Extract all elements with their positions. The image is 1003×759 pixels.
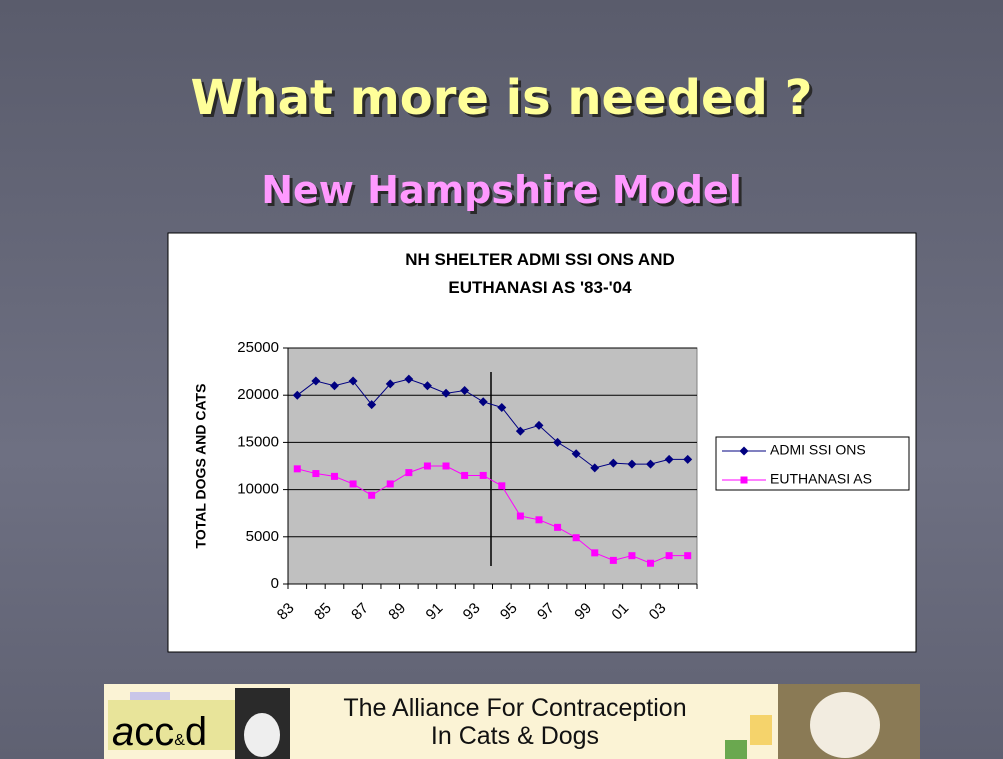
marker (293, 465, 301, 473)
marker (535, 516, 543, 524)
y-tick-label: 10000 (237, 481, 279, 498)
deco (725, 740, 747, 759)
marker (329, 381, 339, 391)
marker (479, 471, 487, 479)
marker (367, 400, 377, 410)
marker (404, 374, 414, 384)
y-tick-label: 5000 (246, 528, 279, 545)
series-line (297, 465, 688, 564)
slide-subtitle: New Hampshire Model (261, 168, 742, 212)
marker (516, 512, 524, 520)
marker (385, 379, 395, 389)
marker (348, 376, 358, 386)
dog-face (810, 692, 880, 758)
legend-label: ADMI SSI ONS (770, 442, 866, 458)
marker (368, 491, 376, 499)
y-axis-label: TOTAL DOGS AND CATS (193, 384, 209, 549)
y-tick-label: 15000 (237, 433, 279, 450)
banner-text: The Alliance For Contraception (343, 694, 686, 722)
plot-area (287, 347, 698, 585)
marker (460, 385, 470, 395)
marker (740, 476, 748, 484)
legend (715, 436, 910, 491)
marker (553, 437, 563, 447)
logo-bg (108, 700, 238, 750)
marker (664, 454, 674, 464)
marker (498, 482, 506, 490)
marker (608, 458, 618, 468)
marker (591, 549, 599, 557)
logo-d: d (185, 710, 207, 754)
marker (478, 397, 488, 407)
marker (683, 454, 693, 464)
slide-title: What more is needed ? (190, 70, 813, 126)
marker (572, 534, 580, 542)
marker (497, 402, 507, 412)
marker (292, 390, 302, 400)
y-tick-label: 25000 (237, 339, 279, 356)
marker (571, 449, 581, 459)
marker (515, 426, 525, 436)
y-tick-label: 0 (271, 575, 279, 592)
banner-text: In Cats & Dogs (431, 722, 599, 750)
marker (386, 480, 394, 488)
marker (311, 376, 321, 386)
marker (628, 552, 636, 560)
y-tick-label: 20000 (237, 386, 279, 403)
marker (461, 471, 469, 479)
marker (423, 462, 431, 470)
cat-face (244, 713, 280, 757)
logo-a: a (112, 710, 134, 754)
chart-title: EUTHANASI AS '83-'04 (448, 278, 632, 297)
marker (646, 459, 656, 469)
marker (349, 480, 357, 488)
series-line (296, 378, 688, 469)
marker (312, 470, 320, 478)
marker (627, 459, 637, 469)
marker (739, 446, 749, 456)
logo: acc&d (112, 710, 207, 754)
marker (647, 559, 655, 567)
marker (330, 472, 338, 480)
marker (665, 552, 673, 560)
marker (422, 381, 432, 391)
marker (609, 556, 617, 564)
logo-amp: & (174, 732, 185, 749)
chart-title: NH SHELTER ADMI SSI ONS AND (405, 250, 675, 269)
marker (442, 462, 450, 470)
logo-cc: cc (134, 710, 174, 754)
marker (554, 523, 562, 531)
deco (750, 715, 772, 745)
legend-label: EUTHANASI AS (770, 471, 872, 487)
banner: acc&d The Alliance For Contraception In … (104, 684, 920, 759)
marker (534, 420, 544, 430)
marker (405, 469, 413, 477)
marker (684, 552, 692, 560)
marker (590, 463, 600, 473)
marker (441, 388, 451, 398)
